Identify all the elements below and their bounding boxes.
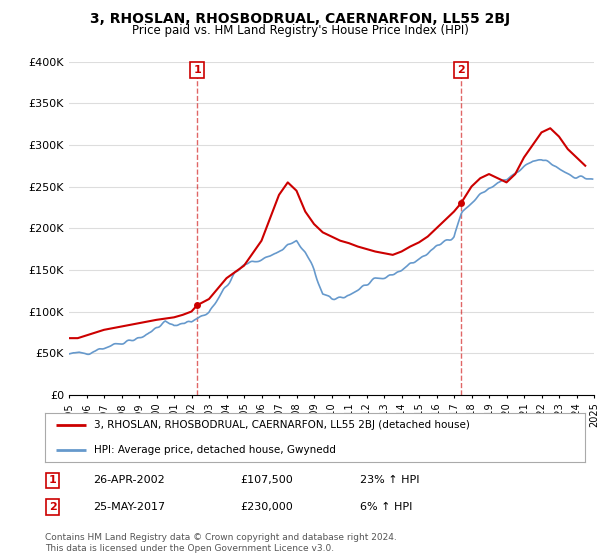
- Text: £230,000: £230,000: [240, 502, 293, 512]
- Text: £107,500: £107,500: [240, 475, 293, 486]
- Text: Contains HM Land Registry data © Crown copyright and database right 2024.
This d: Contains HM Land Registry data © Crown c…: [45, 533, 397, 553]
- Text: 6% ↑ HPI: 6% ↑ HPI: [360, 502, 412, 512]
- Text: 1: 1: [49, 475, 56, 486]
- Text: 26-APR-2002: 26-APR-2002: [93, 475, 165, 486]
- Text: 3, RHOSLAN, RHOSBODRUAL, CAERNARFON, LL55 2BJ: 3, RHOSLAN, RHOSBODRUAL, CAERNARFON, LL5…: [90, 12, 510, 26]
- Text: HPI: Average price, detached house, Gwynedd: HPI: Average price, detached house, Gwyn…: [94, 445, 335, 455]
- Text: 1: 1: [193, 65, 201, 75]
- Text: 23% ↑ HPI: 23% ↑ HPI: [360, 475, 419, 486]
- Text: 2: 2: [457, 65, 465, 75]
- Text: 3, RHOSLAN, RHOSBODRUAL, CAERNARFON, LL55 2BJ (detached house): 3, RHOSLAN, RHOSBODRUAL, CAERNARFON, LL5…: [94, 420, 469, 430]
- Text: 2: 2: [49, 502, 56, 512]
- Text: Price paid vs. HM Land Registry's House Price Index (HPI): Price paid vs. HM Land Registry's House …: [131, 24, 469, 37]
- Text: 25-MAY-2017: 25-MAY-2017: [93, 502, 165, 512]
